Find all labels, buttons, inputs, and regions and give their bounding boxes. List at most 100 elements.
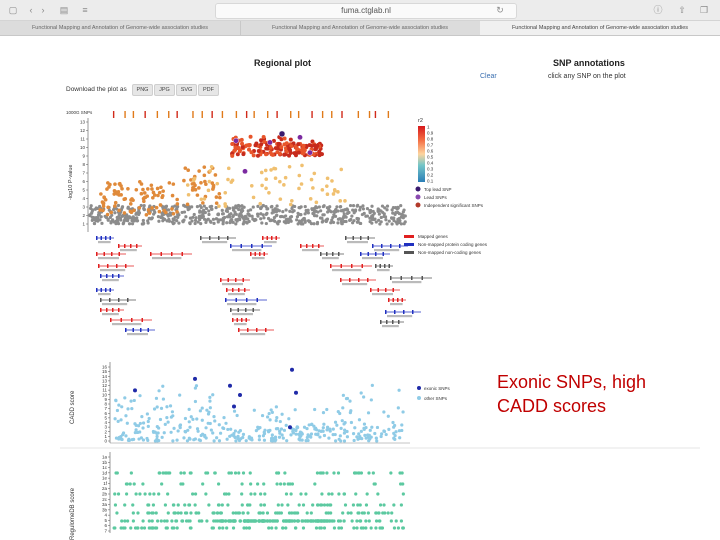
- cadd-point-other: [379, 434, 383, 439]
- share-action-icon[interactable]: ⇧: [678, 5, 686, 15]
- cadd-point-other: [322, 433, 327, 438]
- gwas-point-grey: [340, 222, 344, 226]
- gwas-point-grey: [188, 221, 192, 225]
- cadd-point-other: [203, 433, 207, 438]
- legend-top-lead-marker: [415, 186, 421, 192]
- reload-icon[interactable]: ↻: [496, 5, 504, 15]
- gwas-point-low-r2: [217, 204, 221, 208]
- download-svg-button[interactable]: SVG: [176, 84, 197, 96]
- regdb-points[interactable]: [112, 471, 405, 530]
- cadd-points[interactable]: [113, 367, 405, 443]
- back-icon[interactable]: ‹: [29, 5, 33, 15]
- info-icon[interactable]: ⓘ: [653, 5, 663, 15]
- regdb-point: [294, 511, 298, 515]
- gwas-point-grey: [156, 215, 161, 219]
- download-png-button[interactable]: PNG: [132, 84, 153, 96]
- cadd-point-other: [155, 405, 159, 409]
- gwas-point-mid: [189, 178, 193, 182]
- cadd-point-other: [261, 434, 266, 438]
- cadd-point-other: [339, 426, 343, 430]
- regdb-point: [400, 471, 404, 475]
- cadd-point-other: [200, 418, 204, 422]
- regdb-point: [157, 492, 161, 496]
- regdb-point: [401, 492, 405, 496]
- gwas-point-grey: [95, 206, 99, 211]
- gene-name-mark: [232, 313, 253, 316]
- gwas-point-high: [240, 144, 245, 149]
- regdb-point: [362, 511, 366, 515]
- cadd-point-other: [138, 421, 142, 426]
- forward-icon[interactable]: ›: [41, 5, 45, 15]
- cadd-point-other: [269, 436, 274, 441]
- regdb-point: [187, 503, 192, 507]
- cadd-point-other: [212, 415, 216, 419]
- gene-exon: [388, 298, 390, 302]
- regdb-point: [113, 503, 118, 507]
- cadd-ytick-label: 5: [104, 415, 107, 420]
- gene-exon: [320, 252, 322, 256]
- regdb-point: [191, 492, 195, 496]
- regional-ytick-label: 7: [82, 171, 85, 176]
- gwas-point-high: [315, 143, 320, 148]
- gwas-point-grey: [98, 204, 102, 209]
- gwas-point-grey: [371, 213, 375, 217]
- gene-exon: [385, 288, 387, 292]
- address-bar[interactable]: fuma.ctglab.nl: [215, 3, 517, 19]
- gwas-point-grey: [390, 222, 394, 226]
- regdb-point: [182, 471, 186, 475]
- regdb-point: [205, 471, 210, 475]
- cadd-point-other: [294, 432, 298, 436]
- gwas-point-grey: [92, 216, 96, 220]
- regdb-point: [129, 471, 133, 475]
- reader-icon[interactable]: ≡: [82, 5, 88, 15]
- regdb-point: [332, 519, 336, 523]
- gwas-point-grey: [204, 206, 209, 211]
- gene-exon: [246, 298, 248, 302]
- regdb-point: [342, 519, 346, 523]
- gwas-point-mid: [197, 186, 201, 190]
- tab-1[interactable]: Functional Mapping and Annotation of Gen…: [0, 21, 241, 35]
- gene-exon: [96, 252, 98, 256]
- gwas-point-high: [289, 144, 294, 149]
- download-jpg-button[interactable]: JPG: [154, 84, 175, 96]
- tabs-icon[interactable]: ❐: [699, 5, 709, 15]
- gwas-point-low-r2: [325, 192, 330, 197]
- gwas-point-mid: [167, 181, 172, 185]
- cadd-point-other: [153, 439, 158, 443]
- gwas-point-high: [255, 153, 260, 158]
- regdb-point: [231, 511, 235, 515]
- cadd-point-other: [226, 427, 230, 432]
- cadd-point-other: [199, 433, 203, 438]
- gwas-point-low-r2: [185, 183, 190, 187]
- gene-exon: [106, 274, 108, 278]
- clear-link[interactable]: Clear: [480, 73, 497, 80]
- gwas-point-low-r2: [288, 202, 293, 207]
- regdb-point: [168, 471, 172, 475]
- regdb-point: [346, 511, 350, 515]
- gwas-point-low-r2: [251, 195, 256, 200]
- gwas-point-grey: [377, 212, 381, 216]
- gene-legend-mapped: Mapped genes: [418, 234, 449, 239]
- gene-exon: [397, 298, 399, 302]
- regdb-point: [155, 526, 159, 530]
- gene-track[interactable]: [96, 236, 432, 336]
- gene-exon: [372, 244, 374, 248]
- share-icon[interactable]: ▤: [59, 5, 69, 15]
- regdb-point: [204, 492, 208, 496]
- cadd-point-other: [228, 434, 232, 438]
- regdb-point: [148, 492, 152, 496]
- gene-name-mark: [264, 241, 277, 244]
- sidebar-icon[interactable]: ▢: [8, 5, 18, 15]
- gwas-point-grey: [292, 209, 296, 213]
- top-snp-tick: [211, 111, 213, 118]
- gene-exon: [360, 236, 362, 240]
- tab-3[interactable]: Functional Mapping and Annotation of Gen…: [480, 21, 720, 35]
- download-pdf-button[interactable]: PDF: [198, 84, 219, 96]
- regdb-point-dense: [311, 519, 315, 523]
- regdb-point: [246, 511, 250, 515]
- regdb-point: [341, 511, 345, 515]
- gene-exon: [390, 244, 392, 248]
- regional-points[interactable]: [88, 130, 407, 226]
